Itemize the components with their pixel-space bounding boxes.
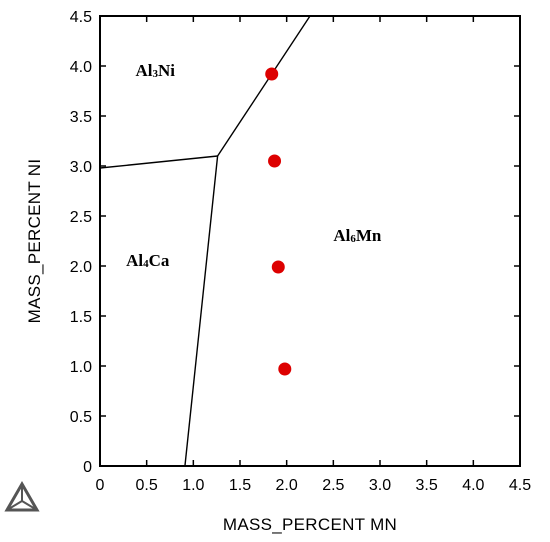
y-tick-label: 4.0 bbox=[70, 59, 92, 76]
phase-region-label: Al6Mn bbox=[333, 226, 382, 245]
y-axis-ticks: 0 0.5 1.0 1.5 2.0 2.5 3.0 3.5 4.0 4.5 bbox=[70, 9, 520, 476]
thermo-calc-logo-icon bbox=[4, 480, 40, 512]
x-tick-label: 3.0 bbox=[369, 477, 391, 494]
data-point bbox=[271, 260, 285, 274]
data-point bbox=[278, 362, 292, 376]
region-labels: Al3Ni Al4Ca Al6Mn bbox=[126, 61, 382, 270]
phase-region-label: Al3Ni bbox=[135, 61, 175, 80]
x-tick-label: 2.5 bbox=[322, 477, 344, 494]
y-tick-label: 0.5 bbox=[70, 409, 92, 426]
phase-boundary-line bbox=[99, 155, 218, 169]
data-point bbox=[265, 67, 279, 81]
x-tick-label: 3.5 bbox=[416, 477, 438, 494]
x-tick-label: 2.0 bbox=[276, 477, 298, 494]
y-tick-label: 2.5 bbox=[70, 209, 92, 226]
y-tick-label: 4.5 bbox=[70, 9, 92, 26]
x-tick-label: 0 bbox=[96, 477, 105, 494]
x-axis-ticks: 0 0.5 1.0 1.5 2.0 2.5 3.0 3.5 4.0 4.5 bbox=[96, 16, 531, 494]
y-tick-label: 3.0 bbox=[70, 159, 92, 176]
x-tick-label: 1.0 bbox=[182, 477, 204, 494]
data-points bbox=[265, 67, 292, 376]
x-tick-label: 4.5 bbox=[509, 477, 531, 494]
y-tick-label: 0 bbox=[83, 459, 92, 476]
y-tick-label: 1.0 bbox=[70, 359, 92, 376]
data-point bbox=[268, 154, 282, 168]
phase-boundary-line bbox=[184, 155, 219, 467]
phase-boundary-line bbox=[217, 15, 311, 157]
y-tick-label: 3.5 bbox=[70, 109, 92, 126]
y-tick-label: 1.5 bbox=[70, 309, 92, 326]
x-tick-label: 1.5 bbox=[229, 477, 251, 494]
phase-boundaries bbox=[99, 15, 311, 467]
y-axis-title: MASS_PERCENT NI bbox=[25, 159, 44, 324]
plot-frame bbox=[99, 15, 521, 467]
phase-region-label: Al4Ca bbox=[126, 251, 170, 270]
x-tick-label: 4.0 bbox=[462, 477, 484, 494]
x-tick-label: 0.5 bbox=[136, 477, 158, 494]
y-tick-label: 2.0 bbox=[70, 259, 92, 276]
x-axis-title: MASS_PERCENT MN bbox=[223, 515, 397, 534]
